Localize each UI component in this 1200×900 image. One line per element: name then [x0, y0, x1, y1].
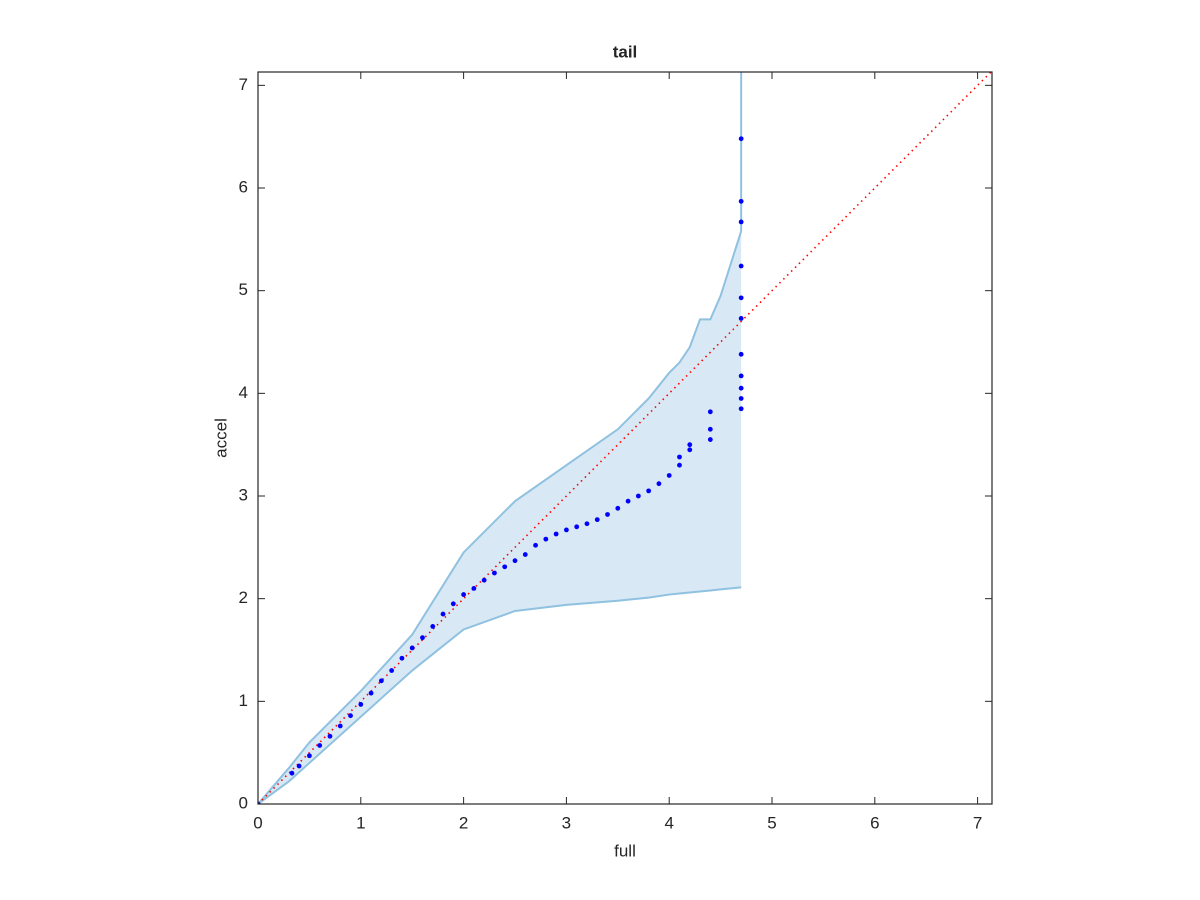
y-tick-label: 4	[239, 383, 248, 402]
y-tick-label: 2	[239, 588, 248, 607]
confidence-band	[258, 72, 742, 804]
data-point	[450, 601, 456, 607]
data-point	[707, 437, 713, 442]
y-tick-label: 1	[239, 691, 248, 710]
data-point	[296, 763, 302, 769]
data-point	[738, 263, 744, 269]
y-axis-label: accel	[211, 418, 230, 458]
plot-area	[258, 72, 992, 804]
y-tick-label: 6	[239, 177, 248, 196]
x-tick-label: 6	[870, 813, 879, 832]
x-tick-label: 7	[973, 813, 982, 832]
y-tick-label: 7	[239, 75, 248, 94]
y-tick-label: 0	[239, 793, 248, 812]
data-point	[492, 570, 497, 576]
data-point	[738, 373, 744, 379]
data-point	[707, 426, 713, 432]
data-point	[471, 586, 477, 591]
data-point	[430, 623, 436, 629]
x-tick-label: 3	[562, 813, 571, 832]
data-point	[289, 770, 295, 776]
data-point	[635, 493, 641, 499]
data-point	[337, 723, 343, 729]
data-point	[348, 713, 353, 719]
data-point	[327, 733, 333, 739]
data-point	[738, 351, 744, 357]
data-point	[317, 743, 323, 748]
x-tick-label: 1	[356, 813, 365, 832]
data-point	[502, 564, 508, 570]
data-point	[420, 635, 425, 641]
data-point	[378, 678, 384, 684]
data-point	[368, 690, 374, 696]
y-tick-label: 5	[239, 280, 248, 299]
x-tick-label: 4	[664, 813, 673, 832]
data-point	[358, 702, 364, 707]
data-point	[707, 409, 713, 415]
data-point	[656, 481, 662, 487]
y-tick-label: 3	[239, 485, 248, 504]
x-tick-label: 5	[767, 813, 776, 832]
data-point	[440, 611, 446, 617]
data-point	[399, 655, 405, 661]
data-point	[605, 512, 610, 517]
data-point	[594, 517, 600, 523]
data-point	[481, 577, 487, 583]
data-point	[677, 454, 682, 460]
data-point	[461, 592, 467, 597]
data-point	[307, 753, 312, 759]
x-tick-label: 2	[459, 813, 468, 832]
data-point	[738, 315, 744, 321]
band-upper	[258, 72, 743, 804]
data-point	[564, 527, 569, 533]
data-point	[646, 488, 652, 494]
data-point	[666, 473, 672, 478]
data-point	[533, 542, 538, 548]
data-point	[738, 406, 744, 412]
data-point	[738, 385, 744, 391]
data-point	[409, 645, 415, 651]
data-point	[625, 498, 631, 504]
band-lower	[258, 586, 742, 804]
data-point	[512, 558, 518, 564]
data-point	[553, 531, 559, 537]
data-point	[615, 505, 621, 511]
data-point	[738, 396, 744, 401]
data-point	[738, 295, 744, 301]
data-point	[738, 198, 744, 204]
axes-box	[257, 71, 993, 805]
data-point	[738, 136, 744, 142]
data-point	[574, 524, 580, 530]
chart-title: tail	[613, 42, 638, 61]
data-point	[543, 536, 549, 542]
reference-line	[258, 72, 992, 804]
x-axis-label: full	[614, 841, 636, 860]
data-point	[522, 552, 528, 557]
data-point	[687, 442, 693, 448]
data-point	[687, 447, 693, 453]
data-point	[677, 462, 682, 468]
data-point	[584, 521, 590, 527]
data-point	[389, 668, 395, 673]
x-tick-label: 0	[253, 813, 262, 832]
data-point	[738, 219, 744, 225]
